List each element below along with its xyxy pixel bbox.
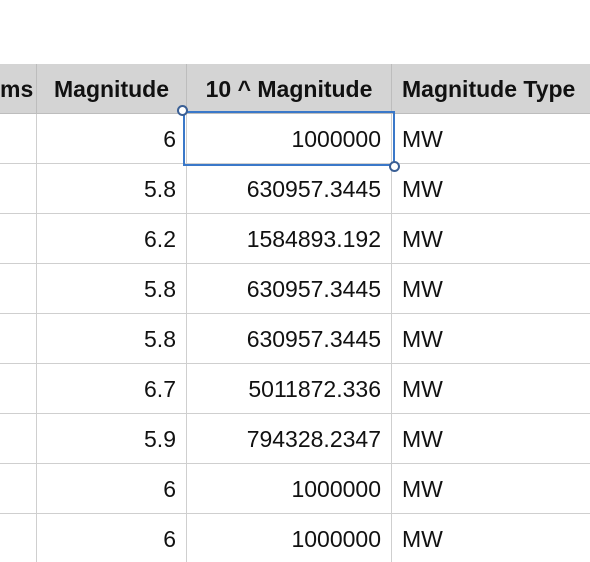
prev-column-cell[interactable]: [0, 464, 36, 514]
prev-column-cell[interactable]: [0, 314, 36, 364]
magnitude-type-cell[interactable]: MW: [402, 326, 443, 352]
table-row: 6.2 1584893.192 MW: [0, 214, 590, 264]
ten-pow-cell[interactable]: 1584893.192: [246, 226, 381, 252]
header-divider: [36, 64, 37, 114]
ten-pow-cell[interactable]: 1000000: [291, 126, 381, 152]
magnitude-type-cell[interactable]: MW: [402, 526, 443, 552]
ten-pow-cell[interactable]: 630957.3445: [246, 276, 381, 302]
table-row: 5.9 794328.2347 MW: [0, 414, 590, 464]
magnitude-cell[interactable]: 5.9: [144, 426, 176, 452]
column-header-prev[interactable]: ms: [0, 76, 34, 102]
table-row: 5.8 630957.3445 MW: [0, 264, 590, 314]
column-header-magnitude-type[interactable]: Magnitude Type: [402, 76, 576, 102]
magnitude-type-cell[interactable]: MW: [402, 476, 443, 502]
prev-column-cell[interactable]: [0, 114, 36, 164]
prev-column-cell[interactable]: [0, 364, 36, 414]
table-row: 6 1000000 MW: [0, 114, 590, 164]
table-row: 6.7 5011872.336 MW: [0, 364, 590, 414]
ten-pow-cell[interactable]: 630957.3445: [246, 326, 381, 352]
magnitude-cell[interactable]: 5.8: [144, 326, 176, 352]
column-header-ten-pow-magnitude[interactable]: 10 ^ Magnitude: [205, 76, 373, 102]
magnitude-cell[interactable]: 6.2: [144, 226, 176, 252]
magnitude-type-cell[interactable]: MW: [402, 426, 443, 452]
table-body: 6 1000000 MW 5.8 630957.3445 MW 6.2 1584…: [0, 114, 590, 562]
magnitude-type-cell[interactable]: MW: [402, 176, 443, 202]
magnitude-cell[interactable]: 6: [163, 126, 176, 152]
magnitude-cell[interactable]: 5.8: [144, 276, 176, 302]
prev-column-cell[interactable]: [0, 214, 36, 264]
prev-column-cell[interactable]: [0, 264, 36, 314]
table-row: 6 1000000 MW: [0, 464, 590, 514]
table-row: 6 1000000 MW: [0, 514, 590, 562]
selection-handle-top-left[interactable]: [177, 105, 188, 116]
column-header-row: ms Magnitude 10 ^ Magnitude Magnitude Ty…: [0, 64, 590, 114]
magnitude-type-cell[interactable]: MW: [402, 226, 443, 252]
ten-pow-cell[interactable]: 1000000: [291, 476, 381, 502]
prev-column-cell[interactable]: [0, 414, 36, 464]
prev-column-cell[interactable]: [0, 164, 36, 214]
selection-handle-bottom-right[interactable]: [389, 161, 400, 172]
column-header-magnitude[interactable]: Magnitude: [54, 76, 169, 102]
table-row: 5.8 630957.3445 MW: [0, 164, 590, 214]
ten-pow-cell[interactable]: 1000000: [291, 526, 381, 552]
table-row: 5.8 630957.3445 MW: [0, 314, 590, 364]
magnitude-cell[interactable]: 6: [163, 476, 176, 502]
column-divider: [391, 114, 392, 562]
prev-column-cell[interactable]: [0, 514, 36, 562]
magnitude-cell[interactable]: 6: [163, 526, 176, 552]
cell-selection-outline: [183, 111, 395, 166]
ten-pow-cell[interactable]: 630957.3445: [246, 176, 381, 202]
magnitude-type-cell[interactable]: MW: [402, 376, 443, 402]
ten-pow-cell[interactable]: 794328.2347: [246, 426, 381, 452]
header-divider: [391, 64, 392, 114]
column-divider: [186, 114, 187, 562]
magnitude-cell[interactable]: 5.8: [144, 176, 176, 202]
magnitude-type-cell[interactable]: MW: [402, 276, 443, 302]
header-divider: [186, 64, 187, 114]
magnitude-cell[interactable]: 6.7: [144, 376, 176, 402]
magnitude-type-cell[interactable]: MW: [402, 126, 443, 152]
ten-pow-cell[interactable]: 5011872.336: [248, 376, 381, 402]
column-divider: [36, 114, 37, 562]
